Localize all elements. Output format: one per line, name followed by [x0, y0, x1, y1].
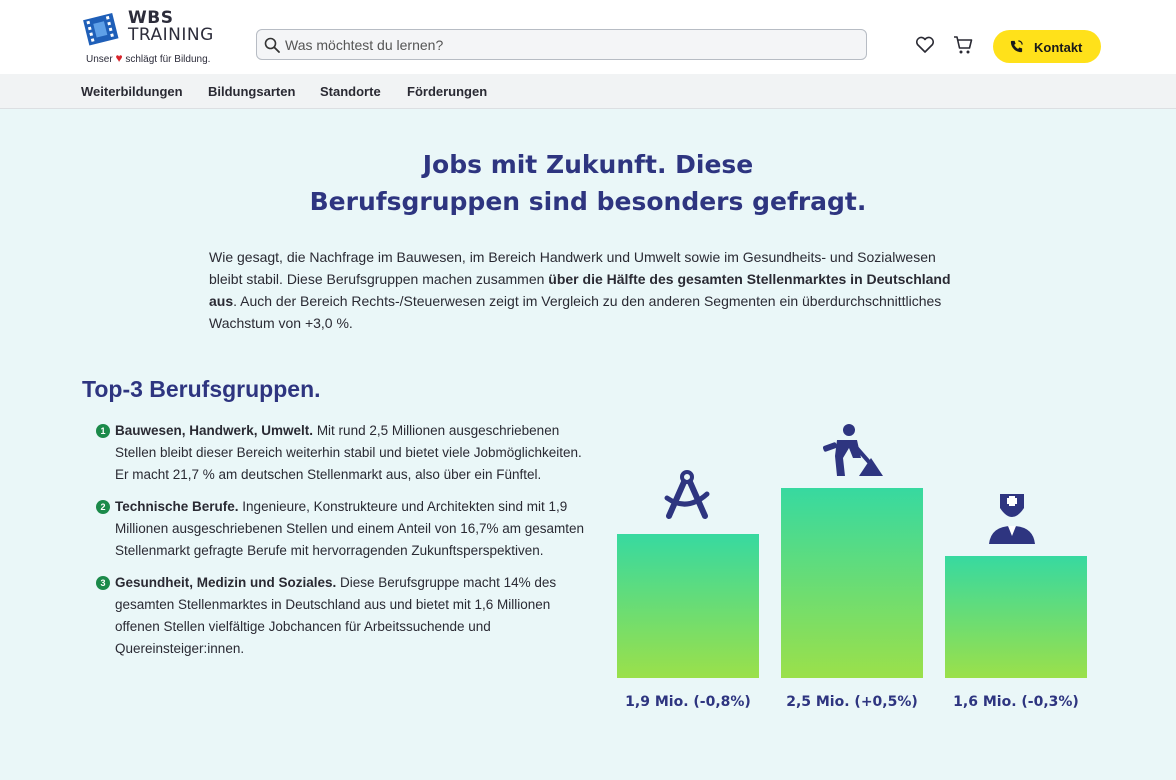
bar-value-label: 2,5 Mio. (+0,5%) — [786, 694, 918, 710]
item-title: Bauwesen, Handwerk, Umwelt. — [115, 423, 314, 438]
logo-wordmark: WBS TRAINING — [128, 10, 214, 44]
chart-bar — [617, 533, 759, 678]
intro-paragraph: Wie gesagt, die Nachfrage im Bauwesen, i… — [209, 246, 969, 334]
wbs-logo[interactable]: WBS TRAINING Unser ♥ schlägt für Bildung… — [82, 10, 232, 66]
top3-list: 1 Bauwesen, Handwerk, Umwelt. Mit rund 2… — [96, 420, 586, 670]
compass-icon — [659, 468, 715, 529]
nurse-icon — [987, 490, 1037, 551]
heading-line1: Jobs mit Zukunft. Diese — [422, 150, 754, 179]
job-groups-bar-chart: 1,9 Mio. (-0,8%) 2,5 Mio. (+0,5%) 1,6 Mio.… — [600, 410, 1100, 730]
item-text: Diese Berufsgruppe macht 14% des gesamte… — [115, 575, 557, 656]
chart-bar — [945, 556, 1087, 678]
logo-line1: WBS — [128, 8, 174, 28]
list-item: 1 Bauwesen, Handwerk, Umwelt. Mit rund 2… — [96, 420, 586, 486]
intro-text-1: Wie gesagt, die Nachfrage im Bauwesen, i… — [209, 249, 936, 287]
item-text: Ingenieure, Konstrukteure und Architekte… — [115, 499, 585, 558]
cart-icon[interactable] — [952, 34, 974, 56]
item-title: Technische Berufe. — [115, 499, 239, 514]
intro-text-2: . Auch der Bereich Rechts-/Steuerwesen z… — [209, 293, 942, 331]
tagline-pre: Unser — [86, 54, 113, 65]
list-item: 2 Technische Berufe. Ingenieure, Konstru… — [96, 496, 586, 562]
logo-film-icon — [83, 13, 119, 46]
intro-bold: über die Hälfte des gesamten Stellenmark… — [209, 271, 951, 309]
bar-value-label: 1,6 Mio. (-0,3%) — [953, 694, 1079, 710]
item-title: Gesundheit, Medizin und Soziales. — [115, 575, 337, 590]
page-heading: Jobs mit Zukunft. Diese Berufsgruppen si… — [200, 146, 976, 220]
contact-button-label: Kontakt — [1034, 40, 1083, 55]
number-badge: 3 — [96, 576, 110, 590]
list-item: 3 Gesundheit, Medizin und Soziales. Dies… — [96, 572, 586, 660]
number-badge: 1 — [96, 424, 110, 438]
nav-item-weiterbildungen[interactable]: Weiterbildungen — [81, 84, 183, 99]
bar-value-label: 1,9 Mio. (-0,8%) — [625, 694, 751, 710]
nav-item-foerderungen[interactable]: Förderungen — [407, 84, 488, 99]
construction-worker-icon — [822, 422, 885, 483]
nav-item-standorte[interactable]: Standorte — [320, 84, 381, 99]
section-subheading: Top-3 Berufsgruppen. — [82, 376, 321, 402]
item-text: Mit rund 2,5 Millionen ausgeschriebenen … — [115, 423, 582, 482]
chart-bar — [781, 488, 923, 678]
logo-tagline: Unser ♥ schlägt für Bildung. — [86, 51, 210, 65]
number-badge: 2 — [96, 500, 110, 514]
wishlist-heart-icon[interactable] — [914, 34, 936, 56]
search-icon — [264, 37, 280, 53]
contact-button[interactable]: Kontakt — [993, 30, 1101, 63]
top-header: WBS TRAINING Unser ♥ schlägt für Bildung… — [0, 0, 1176, 74]
heart-icon: ♥ — [115, 51, 123, 65]
search-input[interactable] — [285, 30, 855, 59]
tagline-post: schlägt für Bildung. — [125, 54, 211, 65]
heading-line2: Berufsgruppen sind besonders gefragt. — [309, 187, 867, 216]
main-navigation: Weiterbildungen Bildungsarten Standorte … — [0, 74, 1176, 109]
search-bar — [256, 29, 867, 60]
nav-item-bildungsarten[interactable]: Bildungsarten — [208, 84, 296, 99]
phone-icon — [1010, 40, 1023, 53]
logo-line2: TRAINING — [128, 25, 214, 45]
